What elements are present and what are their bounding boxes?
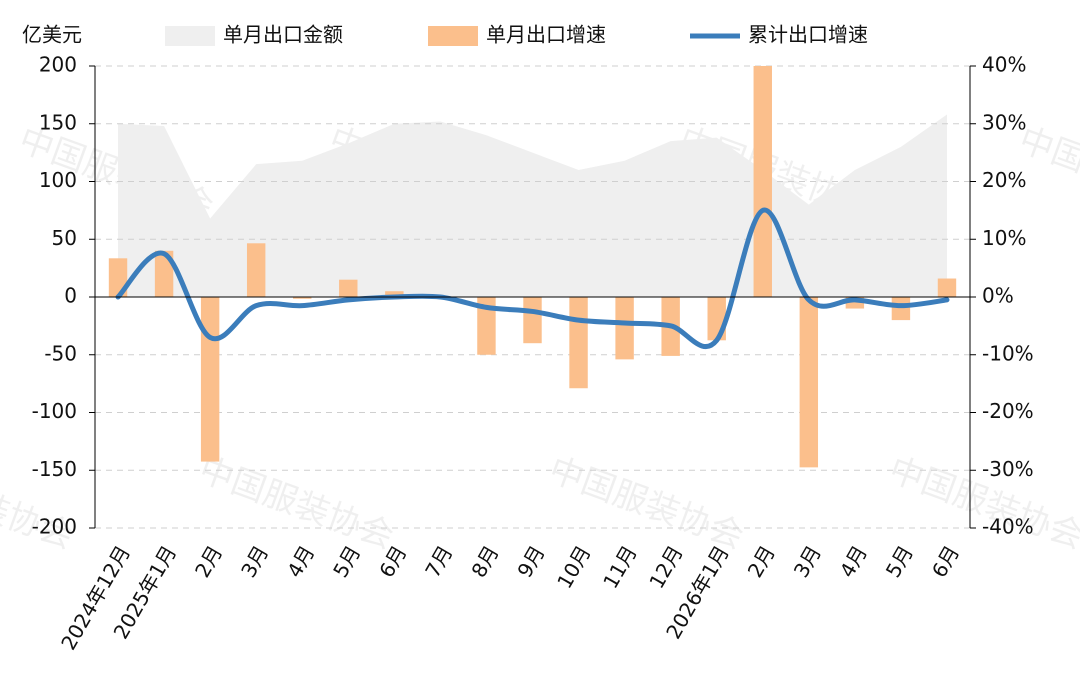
y2-tick-label: 10% [982,226,1026,250]
bar [293,297,312,299]
y-tick-label: 200 [39,53,77,77]
bar [200,297,220,462]
y2-tick-label: -20% [982,399,1034,423]
bar [753,66,772,297]
bar [477,297,496,355]
y2-tick-label: -10% [982,341,1034,365]
bar [891,297,911,321]
bar [845,297,865,309]
x-tick-label: 4月 [835,541,872,581]
line [115,207,950,350]
bar [937,278,957,297]
bar [246,243,266,297]
y-tick-label: -200 [32,515,77,539]
x-tick-label: 2月 [190,541,227,581]
y-tick-label: 50 [52,226,77,250]
bar [154,250,174,297]
x-tick-label: 12月 [644,541,688,592]
y-tick-label: -100 [32,399,77,423]
legend-label: 累计出口增速 [748,23,868,47]
grid-layer [95,65,970,529]
y-tick-label: 0 [64,284,77,308]
legend-label: 单月出口金额 [223,23,343,47]
bar [523,297,542,344]
y-unit: 亿美元 [22,23,82,47]
bar [615,297,634,360]
watermark: 中国服装协会 [194,450,399,557]
bar [385,291,404,297]
y2-tick-label: -30% [982,457,1034,481]
y-tick-label: -150 [32,457,77,481]
x-tick-label: 11月 [598,541,642,592]
x-tick-label: 2月 [743,541,780,581]
x-tick-label: 6月 [927,541,964,581]
area [118,114,947,297]
x-tick-label: 4月 [282,541,319,581]
legend-label: 单月出口增速 [486,23,606,47]
y2-tick-label: 20% [982,168,1026,192]
legend-swatch [165,26,215,46]
bar [569,297,588,389]
y-tick-label: 150 [39,110,77,134]
y2-tick-label: 0% [982,284,1014,308]
area-layer [118,114,947,297]
y-tick-label: 100 [39,168,77,192]
bar [339,279,358,297]
y2-tick-label: 30% [982,110,1026,134]
x-tick-label: 5月 [881,541,918,581]
bar [799,297,819,468]
y2-tick-label: -40% [982,515,1034,539]
x-tick-label: 9月 [512,541,549,581]
y-tick-label: -50 [44,341,77,365]
x-tick-label: 10月 [552,541,596,592]
x-tick-label: 3月 [236,541,273,581]
y2-tick-label: 40% [982,53,1026,77]
x-tick-label: 7月 [420,541,457,581]
x-tick-label: 8月 [466,541,503,581]
x-tick-label: 3月 [789,541,826,581]
legend-swatch [428,26,478,46]
